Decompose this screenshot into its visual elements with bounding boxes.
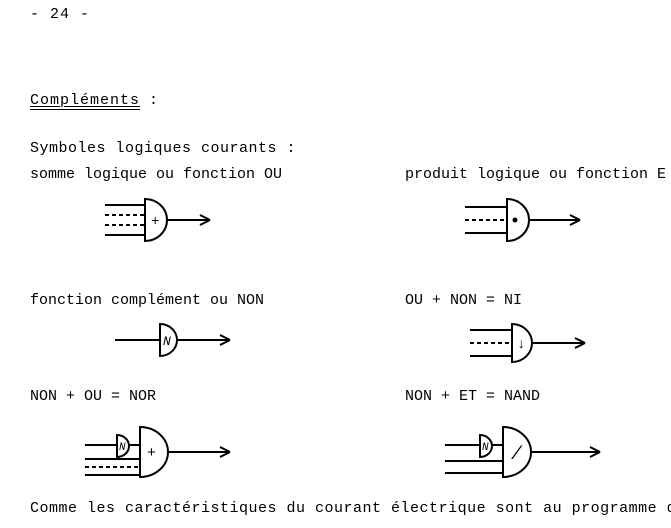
- svg-text:+: +: [151, 214, 159, 230]
- svg-text:/: /: [511, 445, 523, 465]
- page-number: - 24 -: [30, 6, 90, 23]
- section-title-word: Compléments: [30, 92, 140, 110]
- section-title: Compléments :: [30, 92, 158, 109]
- row-3-left-label: NON + OU = NOR: [30, 388, 156, 405]
- svg-text:N: N: [119, 442, 126, 454]
- gate-ou: +: [105, 195, 225, 250]
- gate-non: N: [115, 318, 245, 363]
- row-1-right-label: produit logique ou fonction E: [405, 166, 666, 183]
- gate-et: [465, 195, 595, 250]
- svg-text:N: N: [482, 442, 489, 454]
- row-1-left-label: somme logique ou fonction OU: [30, 166, 282, 183]
- row-2-left-label: fonction complément ou NON: [30, 292, 264, 309]
- row-2-right-label: OU + NON = NI: [405, 292, 522, 309]
- row-3-right-label: NON + ET = NAND: [405, 388, 540, 405]
- svg-text:N: N: [163, 334, 171, 349]
- section-title-colon: :: [140, 92, 158, 109]
- subtitle: Symboles logiques courants :: [30, 140, 296, 157]
- svg-text:↓: ↓: [517, 337, 525, 353]
- footer-text: Comme les caractéristiques du courant él…: [30, 500, 671, 517]
- svg-text:+: +: [147, 445, 156, 462]
- gate-nand: N /: [445, 415, 615, 480]
- gate-ni: ↓: [470, 318, 600, 368]
- gate-nor: N +: [85, 415, 245, 480]
- page: - 24 - Compléments : Symboles logiques c…: [0, 0, 671, 528]
